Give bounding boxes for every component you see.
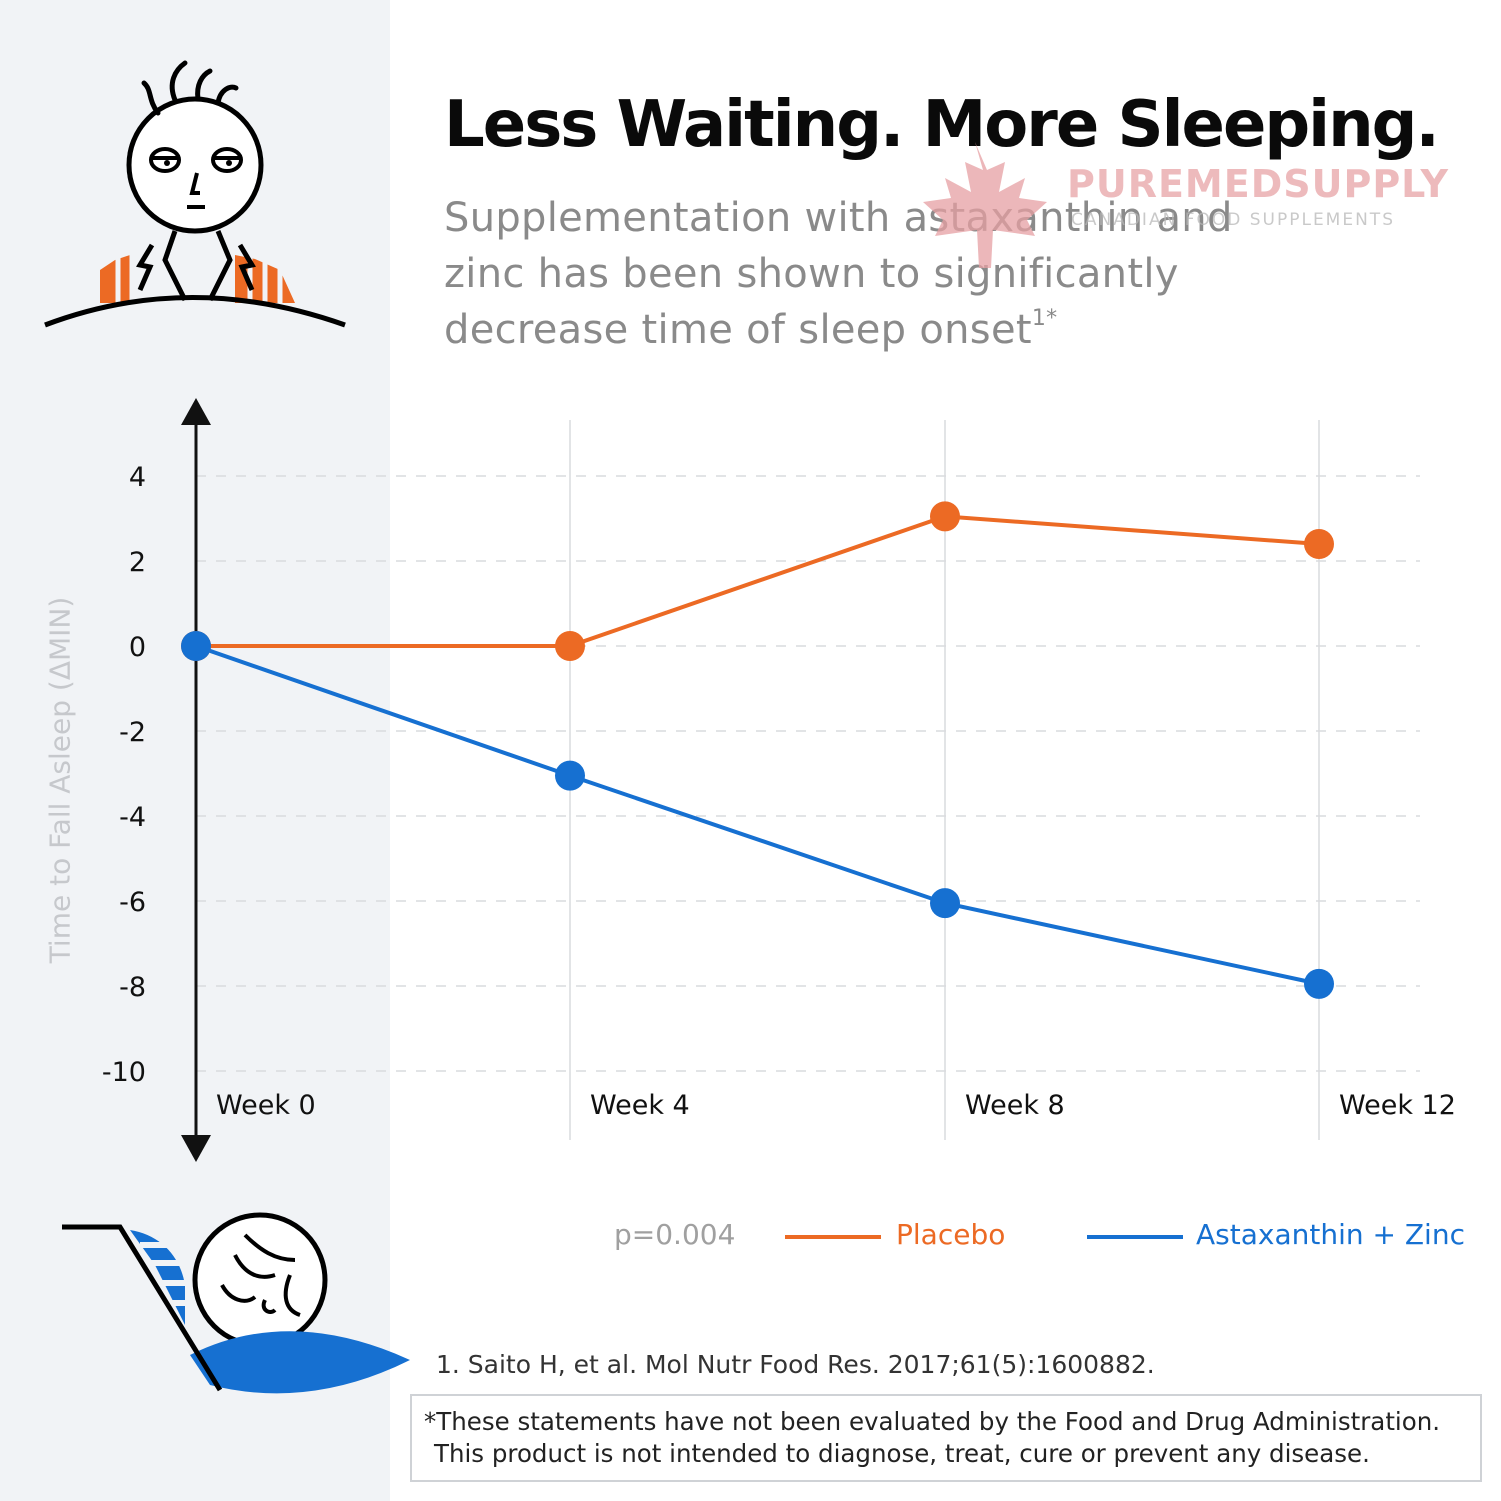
tired-awake-person-icon (44, 60, 346, 328)
legend-label-placebo: Placebo (896, 1218, 1006, 1251)
y-tick-label: 2 (129, 547, 146, 578)
subtitle-line-1: Supplementation with astaxanthin and (444, 195, 1233, 241)
fda-disclaimer-box: *These statements have not been evaluate… (410, 1394, 1482, 1482)
y-axis-arrow-up-icon (181, 398, 211, 425)
y-tick-label: -4 (119, 802, 146, 833)
y-tick-label: -6 (119, 887, 146, 918)
series-line-0 (196, 514, 1320, 648)
y-tick-label: -8 (119, 972, 146, 1003)
data-point (1304, 968, 1334, 999)
y-tick-label: -2 (119, 717, 146, 748)
disclaimer-line-1: *These statements have not been evaluate… (424, 1407, 1441, 1436)
data-point (555, 631, 585, 661)
y-tick-label: 0 (129, 632, 146, 663)
legend-swatch-astaxanthin-zinc (1087, 1235, 1183, 1239)
x-tick-label: Week 8 (965, 1090, 1065, 1121)
x-tick-label: Week 4 (590, 1090, 690, 1121)
subtitle-line-2: zinc has been shown to significantly (444, 251, 1179, 297)
footnote-mark: 1* (1031, 306, 1058, 331)
disclaimer-line-2: This product is not intended to diagnose… (434, 1439, 1370, 1468)
subtitle-line-3: decrease time of sleep onset (444, 307, 1032, 353)
legend-swatch-placebo (785, 1235, 881, 1239)
data-point (930, 501, 960, 532)
series-line-1 (195, 644, 1320, 986)
page-subtitle: Supplementation with astaxanthin and zin… (444, 190, 1324, 358)
x-tick-label: Week 12 (1339, 1090, 1456, 1121)
p-value: p=0.004 (614, 1218, 736, 1251)
data-point (555, 760, 585, 791)
citation-reference: 1. Saito H, et al. Mol Nutr Food Res. 20… (436, 1350, 1155, 1379)
y-axis-arrow-down-icon (181, 1135, 211, 1162)
data-point (181, 631, 211, 661)
y-tick-label: -10 (102, 1057, 146, 1088)
sleeping-person-in-bed-icon (62, 1212, 410, 1394)
x-tick-label: Week 0 (216, 1090, 316, 1121)
legend-label-astaxanthin-zinc: Astaxanthin + Zinc (1196, 1218, 1465, 1251)
data-point (930, 888, 960, 919)
data-point (1304, 529, 1334, 559)
y-tick-label: 4 (129, 462, 146, 493)
